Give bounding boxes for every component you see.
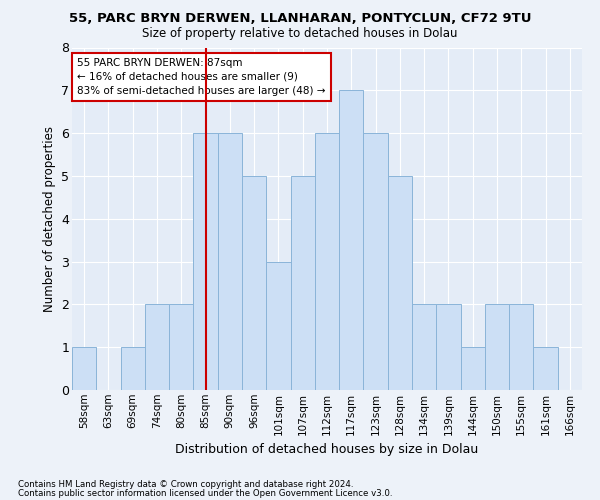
Bar: [339, 90, 364, 390]
Text: Contains public sector information licensed under the Open Government Licence v3: Contains public sector information licen…: [18, 489, 392, 498]
Text: 55, PARC BRYN DERWEN, LLANHARAN, PONTYCLUN, CF72 9TU: 55, PARC BRYN DERWEN, LLANHARAN, PONTYCL…: [69, 12, 531, 26]
Bar: [388, 176, 412, 390]
Text: 55 PARC BRYN DERWEN: 87sqm
← 16% of detached houses are smaller (9)
83% of semi-: 55 PARC BRYN DERWEN: 87sqm ← 16% of deta…: [77, 58, 326, 96]
Bar: [509, 304, 533, 390]
Bar: [364, 133, 388, 390]
Bar: [169, 304, 193, 390]
Y-axis label: Number of detached properties: Number of detached properties: [43, 126, 56, 312]
Bar: [412, 304, 436, 390]
Bar: [72, 347, 96, 390]
Text: Contains HM Land Registry data © Crown copyright and database right 2024.: Contains HM Land Registry data © Crown c…: [18, 480, 353, 489]
Bar: [485, 304, 509, 390]
Bar: [436, 304, 461, 390]
Bar: [193, 133, 218, 390]
Bar: [461, 347, 485, 390]
Bar: [242, 176, 266, 390]
Bar: [533, 347, 558, 390]
Bar: [121, 347, 145, 390]
Bar: [218, 133, 242, 390]
Bar: [290, 176, 315, 390]
X-axis label: Distribution of detached houses by size in Dolau: Distribution of detached houses by size …: [175, 443, 479, 456]
Bar: [315, 133, 339, 390]
Bar: [266, 262, 290, 390]
Text: Size of property relative to detached houses in Dolau: Size of property relative to detached ho…: [142, 28, 458, 40]
Bar: [145, 304, 169, 390]
